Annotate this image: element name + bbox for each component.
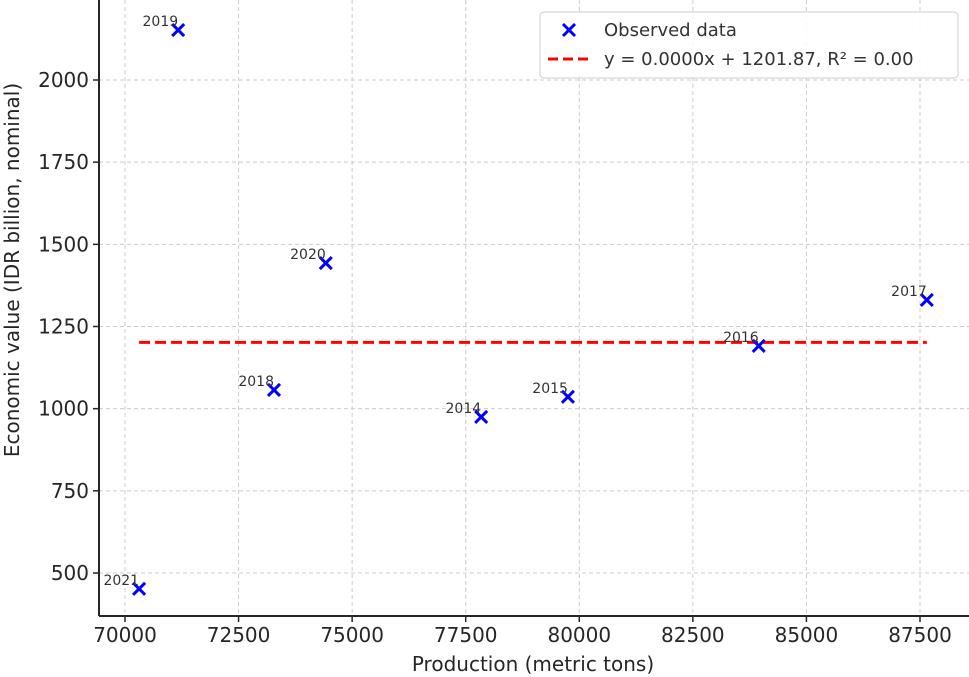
- y-tick-label: 1000: [38, 397, 89, 421]
- x-tick-label: 82500: [661, 623, 725, 647]
- x-tick-label: 75000: [320, 623, 384, 647]
- y-tick-label: 500: [51, 561, 89, 585]
- legend: Observed data y = 0.0000x + 1201.87, R² …: [539, 11, 959, 79]
- data-point: 2021: [103, 573, 147, 596]
- x-tick-label: 77500: [434, 623, 498, 647]
- data-point: 2018: [238, 374, 282, 397]
- data-point: 2015: [532, 381, 575, 404]
- x-tick-label: 72500: [207, 623, 271, 647]
- legend-label-fit: y = 0.0000x + 1201.87, R² = 0.00: [604, 49, 914, 70]
- y-tick-label: 2000: [38, 68, 89, 92]
- point-year-label: 2015: [532, 381, 568, 397]
- point-year-label: 2014: [446, 401, 482, 417]
- y-axis-title: Economic value (IDR billion, nominal): [0, 83, 24, 457]
- axes-spines: [98, 0, 969, 617]
- x-tick-label: 70000: [93, 623, 157, 647]
- y-axis-ticks: 500 750 1000 1250 1500 1750 2000: [38, 68, 99, 585]
- x-axis-title: Production (metric tons): [412, 652, 654, 676]
- legend-label-observed: Observed data: [604, 20, 737, 41]
- x-marker-icon: [561, 22, 577, 38]
- data-point: 2016: [723, 330, 766, 353]
- data-point: 2020: [290, 247, 333, 271]
- legend-box: [539, 11, 959, 79]
- grid-lines: [99, 0, 969, 616]
- x-tick-label: 87500: [888, 623, 952, 647]
- point-year-label: 2021: [103, 573, 139, 589]
- x-axis-ticks: 70000 72500 75000 77500 80000 82500 85000 87500: [93, 616, 952, 647]
- data-point: 2019: [143, 14, 186, 38]
- y-tick-label: 1250: [38, 315, 89, 339]
- point-year-label: 2018: [238, 374, 274, 390]
- x-tick-label: 80000: [547, 623, 611, 647]
- y-tick-label: 1500: [38, 232, 89, 256]
- point-year-label: 2020: [290, 247, 326, 263]
- data-point: 2014: [446, 401, 489, 424]
- point-year-label: 2017: [891, 284, 927, 300]
- y-tick-label: 750: [51, 479, 89, 503]
- data-point: 2017: [891, 284, 934, 307]
- x-tick-label: 85000: [775, 623, 839, 647]
- y-tick-label: 1750: [38, 150, 89, 174]
- point-year-label: 2019: [143, 14, 179, 30]
- point-year-label: 2016: [723, 330, 759, 346]
- data-points: 2014 2015 2016 2017 2018 2019 2020 2021: [103, 14, 934, 596]
